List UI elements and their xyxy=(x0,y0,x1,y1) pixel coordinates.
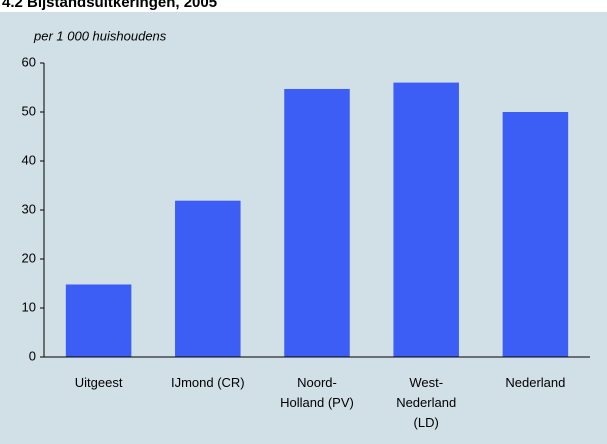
chart-subtitle: per 1 000 huishoudens xyxy=(33,28,167,43)
y-tick-label: 50 xyxy=(22,103,36,118)
bar xyxy=(284,88,350,357)
x-tick-label: Uitgeest xyxy=(74,375,123,390)
bar xyxy=(175,200,241,357)
bar xyxy=(65,284,132,357)
bar xyxy=(393,82,459,357)
y-tick-label: 20 xyxy=(22,250,36,265)
y-tick-label: 60 xyxy=(22,54,36,69)
chart-title: 4.2 Bijstandsuitkeringen, 2005 xyxy=(2,0,217,11)
x-tick-label: Nederland xyxy=(505,375,566,390)
y-tick-label: 0 xyxy=(29,348,36,363)
y-tick-label: 10 xyxy=(22,299,36,314)
x-tick-label: West- Nederland (LD) xyxy=(396,375,457,430)
bar xyxy=(502,112,569,357)
x-tick-label: Noord- Holland (PV) xyxy=(280,375,354,410)
y-tick-label: 30 xyxy=(22,201,36,216)
y-tick-label: 40 xyxy=(22,152,36,167)
x-tick-label: IJmond (CR) xyxy=(170,375,245,390)
